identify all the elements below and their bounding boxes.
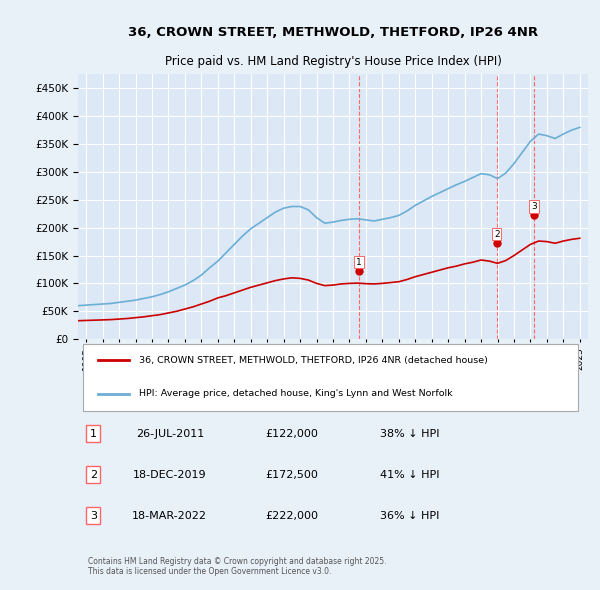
Text: 36, CROWN STREET, METHWOLD, THETFORD, IP26 4NR (detached house): 36, CROWN STREET, METHWOLD, THETFORD, IP… xyxy=(139,356,488,365)
Text: 18-MAR-2022: 18-MAR-2022 xyxy=(133,510,208,520)
Text: 18-DEC-2019: 18-DEC-2019 xyxy=(133,470,206,480)
Text: 3: 3 xyxy=(531,202,537,211)
Text: 2: 2 xyxy=(494,230,500,238)
Text: 26-JUL-2011: 26-JUL-2011 xyxy=(136,429,204,438)
Text: 36, CROWN STREET, METHWOLD, THETFORD, IP26 4NR: 36, CROWN STREET, METHWOLD, THETFORD, IP… xyxy=(128,26,538,39)
Text: 36% ↓ HPI: 36% ↓ HPI xyxy=(380,510,439,520)
Text: 38% ↓ HPI: 38% ↓ HPI xyxy=(380,429,439,438)
Text: 2: 2 xyxy=(90,470,97,480)
Text: 3: 3 xyxy=(90,510,97,520)
Text: 41% ↓ HPI: 41% ↓ HPI xyxy=(380,470,439,480)
Text: 1: 1 xyxy=(356,258,362,267)
Text: Contains HM Land Registry data © Crown copyright and database right 2025.
This d: Contains HM Land Registry data © Crown c… xyxy=(88,556,387,576)
Text: HPI: Average price, detached house, King's Lynn and West Norfolk: HPI: Average price, detached house, King… xyxy=(139,389,453,398)
Text: £172,500: £172,500 xyxy=(266,470,319,480)
Text: Price paid vs. HM Land Registry's House Price Index (HPI): Price paid vs. HM Land Registry's House … xyxy=(164,54,502,68)
Text: 1: 1 xyxy=(90,429,97,438)
Text: £122,000: £122,000 xyxy=(266,429,319,438)
FancyBboxPatch shape xyxy=(83,345,578,411)
Text: £222,000: £222,000 xyxy=(266,510,319,520)
